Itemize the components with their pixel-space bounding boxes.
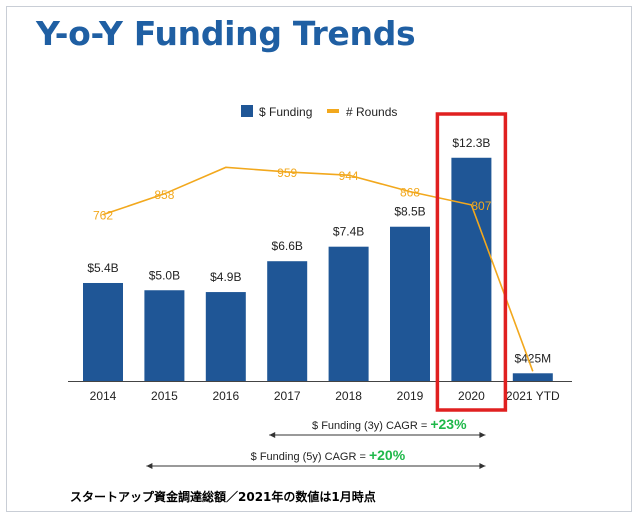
- cagr-arrow-left-1: [146, 463, 153, 469]
- rounds-label-2018: 944: [339, 169, 359, 183]
- slide-frame: [6, 6, 632, 512]
- rounds-label-2017: 959: [277, 166, 297, 180]
- legend-label-rounds: # Rounds: [346, 105, 397, 119]
- rounds-label-2019: 868: [400, 186, 420, 200]
- cagr-label-0: $ Funding (3y) CAGR =: [312, 420, 430, 432]
- tick-label-2020: 2020: [458, 389, 485, 403]
- funding-bars: [83, 157, 553, 381]
- cagr-arrow-left-0: [269, 432, 276, 438]
- rounds-label-2020: 807: [471, 199, 491, 213]
- bar-label-2017: $6.6B: [272, 239, 303, 253]
- x-axis: 2014 2015 2016 2017 2018 2019 2020 2021 YTD: [68, 381, 572, 403]
- page-title: Y-o-Y Funding Trends: [36, 14, 416, 53]
- funding-bar-labels: $5.4B $5.0B $4.9B $6.6B $7.4B $8.5B $12.3B $425…: [87, 136, 551, 366]
- cagr-arrow-right-0: [479, 432, 486, 438]
- tick-label-2018: 2018: [335, 389, 362, 403]
- highlight-rect-2020: [435, 112, 508, 412]
- bar-label-2015: $5.0B: [149, 268, 180, 282]
- bar-label-2018: $7.4B: [333, 225, 364, 239]
- cagr-value-0: +23%: [430, 416, 467, 432]
- highlight-box: [435, 112, 508, 412]
- legend-swatch-funding: [241, 105, 253, 117]
- legend-label-funding: $ Funding: [259, 105, 312, 119]
- tick-label-2015: 2015: [151, 389, 178, 403]
- bar-2021 YTD: [512, 373, 553, 381]
- cagr-annotations: $ Funding (3y) CAGR = +23% $ Funding (5y)…: [146, 416, 486, 469]
- cagr-arrow-right-1: [479, 463, 486, 469]
- rounds-label-2015: 858: [154, 188, 174, 202]
- bar-label-2019: $8.5B: [394, 205, 425, 219]
- rounds-line: [102, 166, 534, 372]
- rounds-polyline: [102, 166, 534, 372]
- tick-label-2016: 2016: [212, 389, 239, 403]
- rounds-label-2014: 762: [93, 209, 113, 223]
- bar-2020: [451, 157, 492, 381]
- cagr-text-1: $ Funding (5y) CAGR = +20%: [251, 447, 406, 463]
- bar-label-2020: $12.3B: [452, 136, 490, 150]
- cagr-value-1: +20%: [369, 447, 406, 463]
- tick-label-2017: 2017: [274, 389, 301, 403]
- tick-label-2019: 2019: [397, 389, 424, 403]
- chart-legend: $ Funding # Rounds: [241, 105, 397, 119]
- bar-2018: [328, 246, 369, 381]
- bar-label-2016: $4.9B: [210, 270, 241, 284]
- cagr-label-1: $ Funding (5y) CAGR =: [251, 451, 369, 463]
- legend-swatch-rounds: [327, 109, 339, 113]
- bar-2017: [267, 261, 308, 381]
- cagr-text-0: $ Funding (3y) CAGR = +23%: [312, 416, 467, 432]
- bar-2016: [205, 292, 246, 381]
- tick-label-2014: 2014: [90, 389, 117, 403]
- rounds-labels: 762 858 959 944 868 807: [93, 166, 492, 223]
- tick-label-2021 YTD: 2021 YTD: [506, 389, 560, 403]
- bar-2019: [390, 226, 430, 381]
- bar-label-2014: $5.4B: [87, 261, 118, 275]
- bar-label-2021 YTD: $425M: [514, 351, 551, 365]
- footnote: スタートアップ資金調達総額／2021年の数値は1月時点: [70, 490, 376, 504]
- bar-2015: [144, 290, 185, 381]
- bar-2014: [83, 282, 123, 381]
